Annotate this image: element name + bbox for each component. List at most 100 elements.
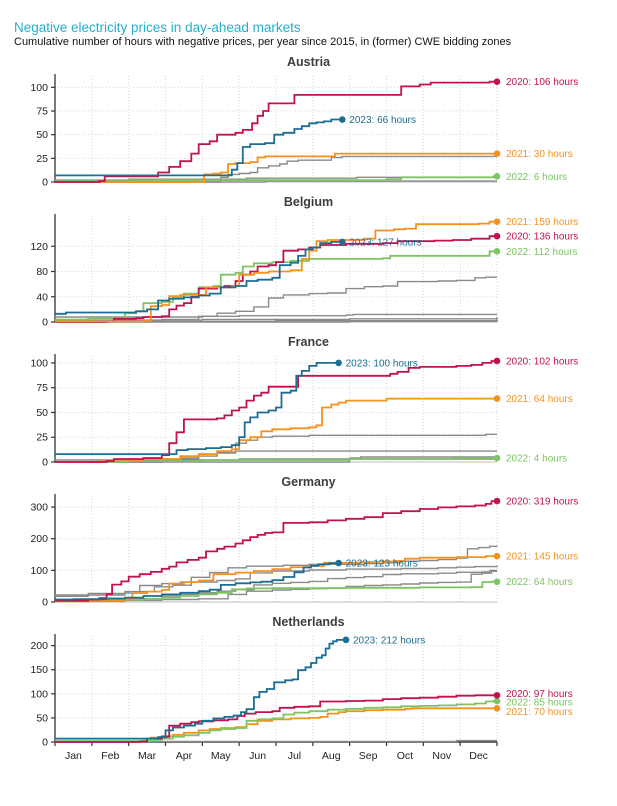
series-line-2020 — [55, 500, 497, 602]
y-tick-label: 40 — [36, 291, 48, 303]
series-line-2021 — [55, 707, 497, 743]
series-end-dot-2023 — [339, 238, 346, 246]
y-tick-label: 25 — [36, 432, 48, 444]
series-label-2022: 2022: 85 hours — [506, 698, 573, 709]
series-line-2021 — [55, 555, 497, 603]
x-month-label: Nov — [432, 750, 451, 762]
chart-germany: Germany 0 100 200 300 2022: 64 hours 2021: 14… — [0, 474, 617, 609]
series-line-2020 — [55, 80, 497, 183]
series-line-2023 — [55, 118, 343, 177]
series-end-dot-2023 — [339, 116, 346, 123]
y-tick-label: 100 — [30, 688, 48, 700]
x-month-label: May — [211, 750, 232, 762]
series-line-2023 — [55, 362, 339, 455]
series-label-2021: 2021: 70 hours — [506, 707, 573, 718]
y-tick-label: 100 — [30, 357, 48, 369]
series-end-dot-2020 — [493, 357, 501, 365]
y-tick-label: 100 — [30, 82, 48, 94]
series-line-2022 — [55, 580, 497, 603]
chart-netherlands: Netherlands 0 50 100 150 200 Jan Feb Mar Apr May J… — [0, 614, 617, 778]
series-line-2015-gray-a — [55, 545, 498, 596]
chart-title-netherlands: Netherlands — [272, 615, 345, 629]
series-label-2022: 2022: 6 hours — [506, 172, 567, 183]
x-month-label: Mar — [138, 750, 157, 762]
chart-canvas-germany: 0 100 200 300 2022: 64 hours 2021: 145 hours 2… — [30, 494, 578, 609]
x-month-label: Sep — [359, 750, 378, 762]
page-title: Negative electricity prices in day-ahead… — [14, 20, 301, 35]
series-end-dot-2023 — [335, 559, 342, 567]
chart-title-france: France — [288, 335, 329, 349]
chart-canvas-netherlands: 0 50 100 150 200 Jan Feb Mar Apr May Jun Jul Aug Sep O… — [30, 634, 573, 762]
series-line-2020 — [55, 360, 497, 463]
series-end-dot-2022 — [493, 173, 501, 180]
header: Negative electricity prices in day-ahead… — [0, 20, 617, 49]
series-end-dot-2022 — [493, 697, 501, 705]
y-tick-label: 50 — [36, 712, 48, 724]
series-line-2015-gray-c — [55, 456, 497, 463]
series-end-dot-2022 — [493, 578, 501, 586]
series-line-2022 — [55, 457, 497, 463]
series-label-2020: 2020: 97 hours — [506, 689, 573, 700]
chart-title-austria: Austria — [286, 55, 331, 69]
series-label-2020: 2020: 106 hours — [506, 77, 578, 88]
y-tick-label: 50 — [36, 407, 48, 419]
x-month-label: Jun — [249, 750, 266, 762]
series-line-2020 — [55, 235, 497, 323]
chart-title-belgium: Belgium — [283, 195, 334, 209]
x-month-label: Oct — [397, 750, 413, 762]
series-line-2019-gray — [55, 739, 497, 743]
series-line-2017-gray-d — [55, 319, 498, 323]
x-month-label: Jan — [65, 750, 82, 762]
y-tick-label: 200 — [30, 640, 48, 652]
chart-austria: Austria 0 25 50 75 100 2022: 6 hours 2021: 30 … — [0, 54, 617, 189]
y-tick-label: 0 — [42, 737, 48, 749]
y-tick-label: 75 — [36, 106, 48, 118]
y-tick-label: 0 — [42, 597, 48, 609]
series-label-2023: 2023: 127 hours — [349, 237, 421, 248]
series-line-2022 — [55, 700, 497, 742]
y-tick-label: 50 — [36, 129, 48, 141]
series-label-2020: 2020: 319 hours — [506, 497, 578, 508]
series-end-dot-2022 — [493, 454, 501, 462]
x-month-label: Jul — [288, 750, 301, 762]
series-line-2023 — [55, 639, 346, 740]
series-line-2021 — [55, 152, 497, 183]
chart-canvas-austria: 0 25 50 75 100 2022: 6 hours 2021: 30 hours 202… — [30, 74, 578, 189]
series-end-dot-2021 — [493, 704, 501, 712]
series-label-2022: 2022: 4 hours — [506, 454, 567, 465]
x-month-label: Aug — [322, 750, 341, 762]
series-label-2021: 2021: 30 hours — [506, 149, 573, 160]
series-line-2019-gray-a — [55, 155, 497, 183]
y-tick-label: 0 — [42, 177, 48, 189]
series-end-dot-2021 — [493, 150, 501, 157]
series-end-dot-2022 — [493, 248, 501, 255]
x-month-label: Feb — [101, 750, 119, 762]
x-month-label: Apr — [176, 750, 193, 762]
series-end-dot-2021 — [493, 218, 501, 225]
y-tick-label: 100 — [30, 565, 48, 577]
y-tick-label: 150 — [30, 664, 48, 676]
chart-belgium: Belgium 0 40 80 120 2022: 112 hours 2020: 136… — [0, 194, 617, 329]
series-label-2023: 2023: 100 hours — [346, 358, 418, 369]
y-tick-label: 120 — [30, 241, 48, 253]
series-line-2018-gray-c — [55, 569, 497, 602]
series-label-2021: 2021: 145 hours — [506, 552, 578, 563]
series-end-dot-2023 — [335, 359, 342, 367]
series-line-2016-gray-b — [55, 313, 497, 318]
series-end-dot-2021 — [493, 552, 501, 560]
chart-title-germany: Germany — [281, 475, 336, 489]
series-line-2018-gray-c — [55, 317, 498, 321]
series-label-2023: 2023: 66 hours — [349, 115, 416, 126]
series-label-2022: 2022: 112 hours — [506, 247, 578, 258]
page-subtitle: Cumulative number of hours with negative… — [14, 36, 512, 48]
series-label-2020: 2020: 102 hours — [506, 356, 578, 367]
y-tick-label: 25 — [36, 153, 48, 165]
chart-france: France 0 25 50 75 100 2022: 4 hours 2021: 64 h… — [0, 334, 617, 469]
series-end-dot-2020 — [493, 78, 501, 85]
series-label-2023: 2023: 123 hours — [346, 559, 418, 570]
series-line-2023 — [55, 562, 339, 601]
series-label-2023: 2023: 212 hours — [353, 635, 425, 646]
y-tick-label: 200 — [30, 533, 48, 545]
series-end-dot-2020 — [493, 232, 501, 240]
